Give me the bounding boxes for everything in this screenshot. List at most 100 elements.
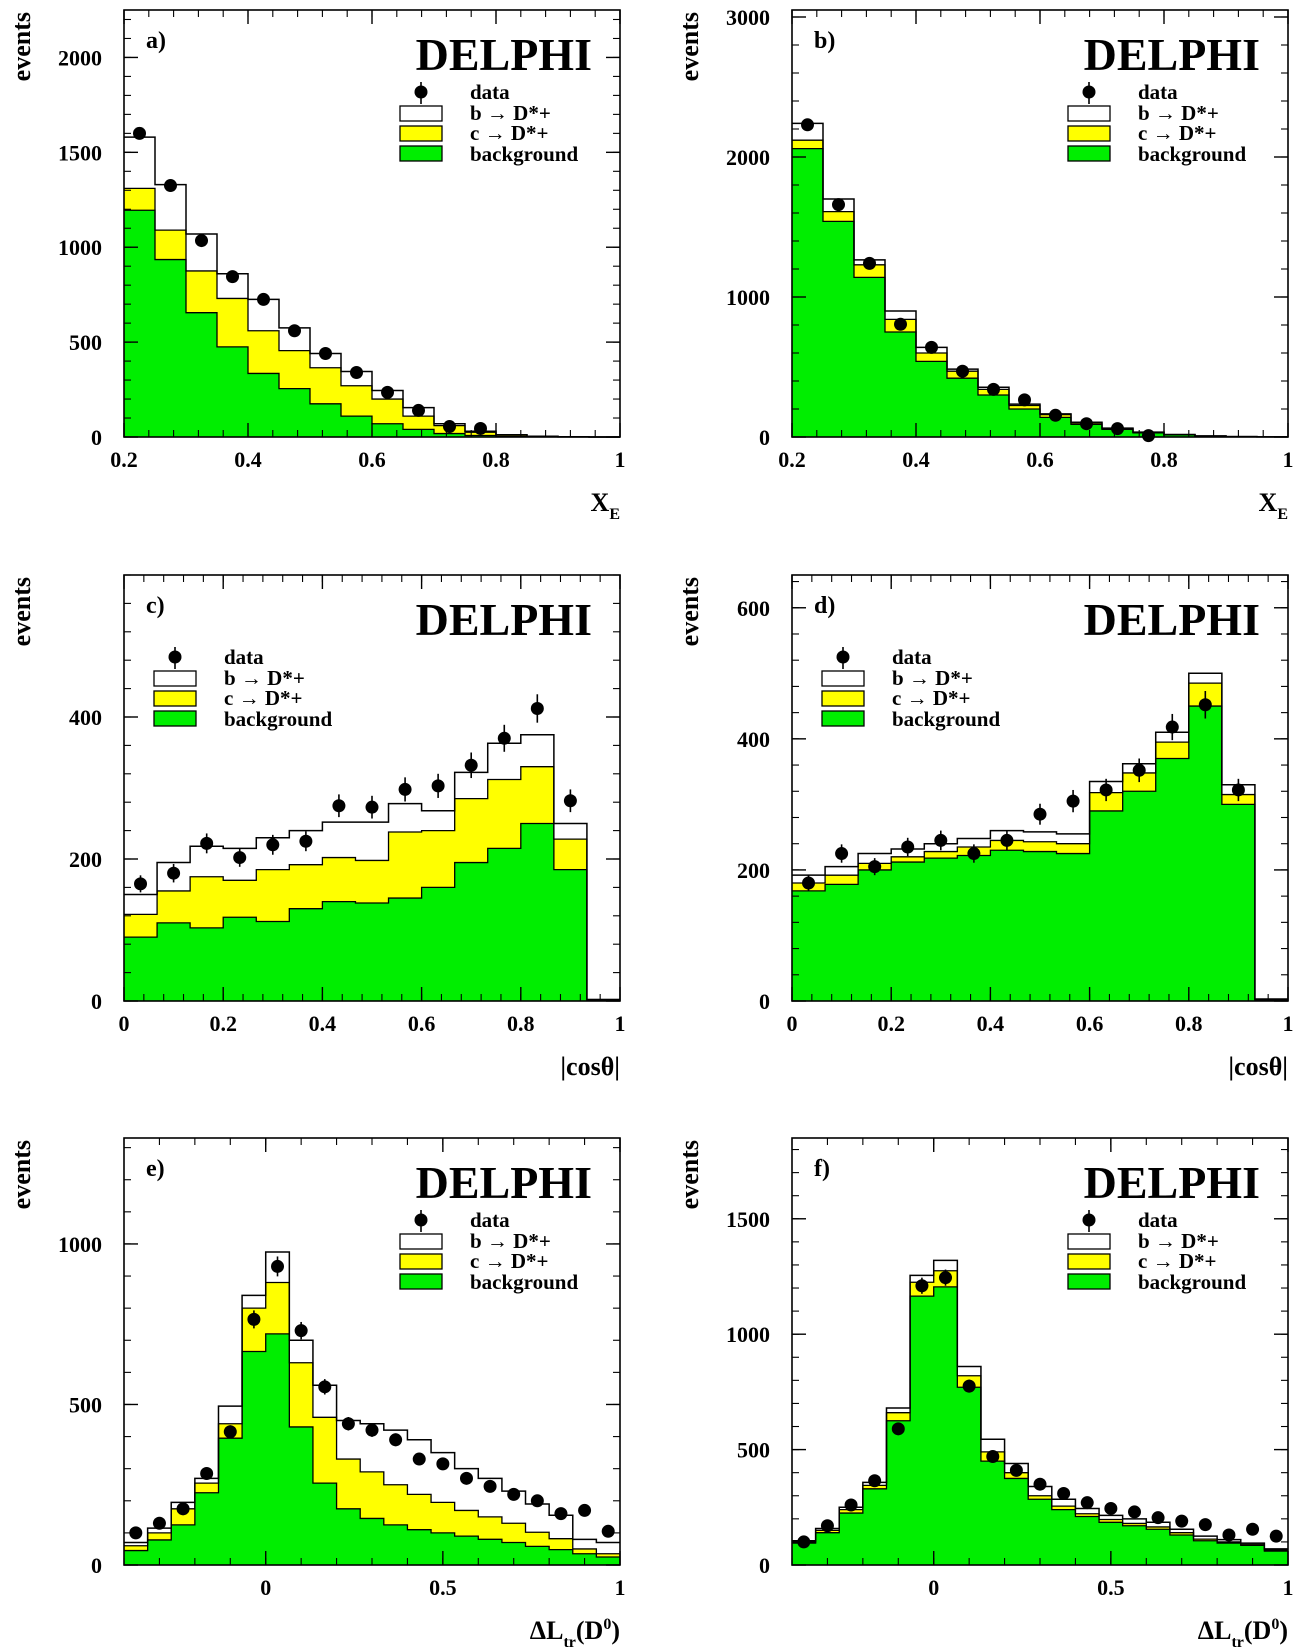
data-point bbox=[134, 877, 148, 891]
x-tick-label: 0.6 bbox=[408, 1011, 436, 1036]
data-point bbox=[1049, 408, 1062, 422]
x-axis-label-subscript: tr bbox=[1231, 1634, 1243, 1649]
y-tick-label: 2000 bbox=[726, 145, 770, 170]
legend-c-label: c → D*+ bbox=[470, 121, 548, 145]
x-tick-label: 0.5 bbox=[1097, 1575, 1125, 1600]
x-axis-label-subscript: E bbox=[1277, 506, 1288, 523]
b-to-dstar-outline bbox=[124, 136, 620, 438]
x-tick-label: 0.8 bbox=[1175, 1011, 1203, 1036]
legend-c-swatch bbox=[821, 690, 865, 707]
x-tick-label: 1 bbox=[1283, 447, 1294, 472]
legend-data-label: data bbox=[1138, 1208, 1178, 1232]
legend-c-label: c → D*+ bbox=[1138, 1249, 1216, 1273]
legend-background-swatch bbox=[1067, 145, 1111, 162]
x-axis-label-main: |cosθ| bbox=[560, 1052, 620, 1081]
data-point bbox=[381, 385, 394, 399]
background-histogram bbox=[124, 210, 620, 437]
legend-data-marker bbox=[168, 650, 182, 664]
legend-c-swatch bbox=[1067, 125, 1111, 142]
background-outline bbox=[792, 705, 1288, 1001]
data-point bbox=[233, 851, 247, 865]
data-point bbox=[332, 799, 346, 813]
data-point bbox=[436, 1457, 450, 1471]
x-axis-label: XE bbox=[591, 488, 620, 523]
background-histogram bbox=[792, 706, 1288, 1001]
data-point bbox=[1151, 1511, 1165, 1525]
legend-background-label: background bbox=[1138, 142, 1246, 166]
x-tick-label: 0.4 bbox=[902, 447, 930, 472]
data-point bbox=[962, 1379, 976, 1393]
data-point bbox=[271, 1259, 285, 1273]
chart-panel: 0 0.2 0.4 0.6 0.8 1 0 200 400 600 events |cosθ| d) DE… bbox=[675, 574, 1294, 1081]
data-point bbox=[956, 364, 969, 378]
data-point bbox=[987, 382, 1000, 396]
x-tick-label: 1 bbox=[1283, 1575, 1294, 1600]
y-tick-label: 500 bbox=[737, 1438, 770, 1463]
data-point bbox=[350, 365, 363, 379]
data-point bbox=[1080, 1496, 1094, 1510]
data-point bbox=[431, 779, 445, 793]
legend-c-swatch bbox=[399, 125, 443, 142]
c-to-dstar-outline bbox=[792, 1270, 1288, 1551]
data-point bbox=[288, 324, 301, 338]
x-axis-label-main: X bbox=[591, 488, 610, 517]
legend-background-swatch bbox=[399, 1273, 443, 1290]
x-tick-label: 0.8 bbox=[507, 1011, 535, 1036]
y-tick-label: 3000 bbox=[726, 5, 770, 30]
x-tick-label: 0 bbox=[260, 1575, 271, 1600]
data-point bbox=[294, 1324, 308, 1338]
background-outline bbox=[124, 822, 620, 1001]
x-tick-label: 0.8 bbox=[1150, 447, 1178, 472]
y-tick-label: 200 bbox=[737, 858, 770, 883]
experiment-title: DELPHI bbox=[416, 1157, 592, 1208]
panel-label: f) bbox=[814, 1156, 830, 1182]
x-tick-label: 0.2 bbox=[778, 447, 806, 472]
y-tick-label: 0 bbox=[91, 989, 102, 1014]
data-point bbox=[318, 1380, 332, 1394]
data-point bbox=[894, 317, 907, 331]
x-axis-label-tail: (D bbox=[576, 1616, 603, 1645]
y-axis-label: events bbox=[675, 1140, 704, 1209]
x-tick-label: 1 bbox=[615, 1011, 626, 1036]
data-point bbox=[832, 198, 845, 212]
data-point bbox=[129, 1526, 143, 1540]
legend-b-label: b → D*+ bbox=[470, 101, 551, 125]
y-tick-label: 200 bbox=[69, 847, 102, 872]
x-axis-label-tail: (D bbox=[1244, 1616, 1271, 1645]
data-point bbox=[554, 1507, 568, 1521]
data-point bbox=[341, 1417, 355, 1431]
legend-background-label: background bbox=[892, 707, 1000, 731]
legend-c-label: c → D*+ bbox=[224, 686, 302, 710]
data-point bbox=[474, 421, 487, 435]
x-axis-label-main: ΔL bbox=[1198, 1616, 1232, 1645]
data-point bbox=[497, 731, 511, 745]
data-point bbox=[820, 1519, 834, 1533]
x-tick-label: 0.5 bbox=[429, 1575, 457, 1600]
x-axis-label-main: X bbox=[1259, 488, 1278, 517]
b-to-dstar-outline bbox=[792, 122, 1288, 438]
background-histogram bbox=[792, 148, 1288, 437]
experiment-title: DELPHI bbox=[1084, 594, 1260, 645]
x-tick-label: 0.2 bbox=[209, 1011, 237, 1036]
x-axis-label: ΔLtr(D0) bbox=[1198, 1616, 1288, 1649]
y-tick-label: 1500 bbox=[726, 1207, 770, 1232]
x-tick-label: 0.4 bbox=[234, 447, 262, 472]
y-tick-label: 400 bbox=[69, 705, 102, 730]
data-point bbox=[1066, 794, 1080, 808]
legend-data-marker bbox=[414, 85, 428, 99]
legend-b-swatch bbox=[399, 1233, 443, 1250]
x-tick-label: 0 bbox=[119, 1011, 130, 1036]
y-axis-label: events bbox=[675, 12, 704, 81]
panel-label: d) bbox=[814, 593, 835, 619]
data-point bbox=[164, 179, 177, 193]
legend-background-swatch bbox=[399, 145, 443, 162]
data-point bbox=[412, 1452, 426, 1466]
experiment-title: DELPHI bbox=[1084, 1157, 1260, 1208]
x-axis-label: |cosθ| bbox=[1228, 1052, 1288, 1081]
data-point bbox=[365, 800, 379, 814]
legend-b-label: b → D*+ bbox=[224, 666, 305, 690]
legend-data-label: data bbox=[1138, 80, 1178, 104]
data-point bbox=[365, 1423, 379, 1437]
data-point bbox=[901, 840, 915, 854]
x-tick-label: 1 bbox=[615, 447, 626, 472]
